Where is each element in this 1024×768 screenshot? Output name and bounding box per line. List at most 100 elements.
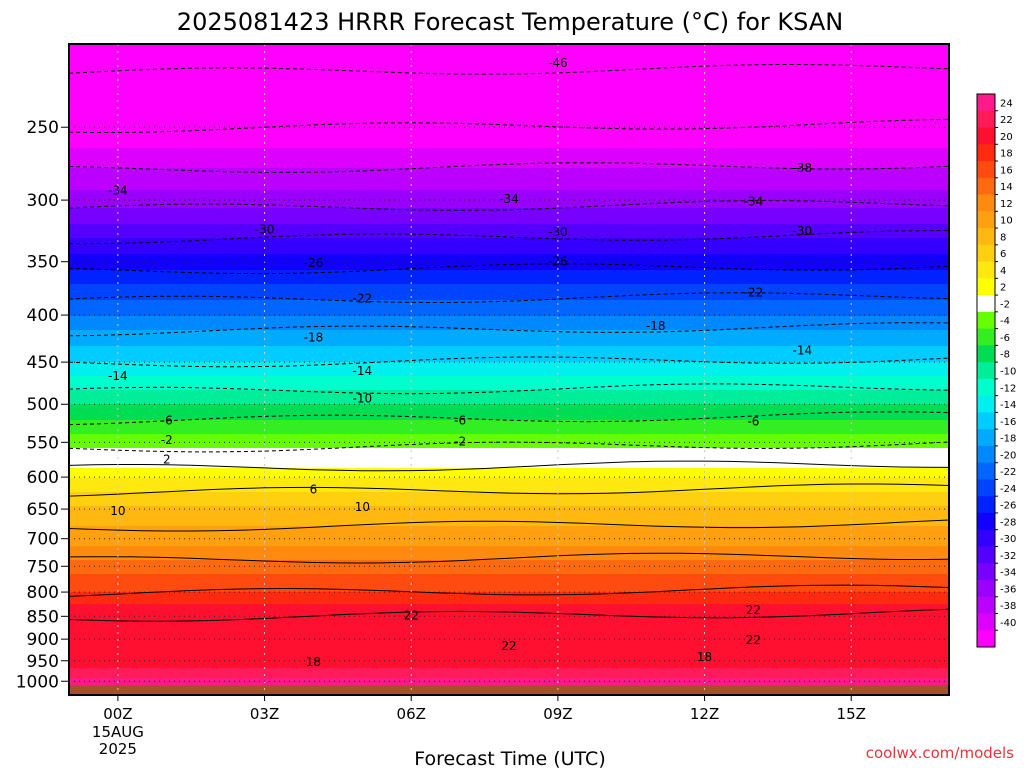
contour-label: -14 [793, 343, 813, 357]
colorbar-swatch [977, 177, 995, 196]
terrain [69, 685, 949, 695]
y-tick-label: 850 [27, 607, 59, 627]
colorbar-swatch [977, 395, 995, 413]
x-tick-label: 15Z [837, 705, 866, 723]
contour-label: 22 [746, 603, 761, 617]
colorbar-label: 8 [1000, 232, 1006, 243]
contour-label: -38 [793, 161, 813, 175]
contour-label: -6 [747, 414, 759, 428]
colorbar-swatch [977, 161, 995, 179]
contour-label: -30 [793, 224, 813, 238]
y-tick-label: 950 [27, 652, 59, 672]
colorbar-label: -2 [1000, 299, 1010, 310]
colorbar-swatch [977, 311, 995, 330]
contour-label: 22 [501, 639, 516, 653]
y-tick-label: 350 [27, 253, 59, 273]
contour-label: -14 [108, 369, 128, 383]
y-tick-label: 650 [27, 500, 59, 520]
colorbar-label: -8 [1000, 350, 1010, 361]
y-tick-label: 300 [27, 191, 59, 211]
colorbar-swatch [977, 412, 995, 430]
x-axis-label: Forecast Time (UTC) [414, 748, 605, 768]
contour-label: 6 [310, 483, 318, 497]
colorbar-label: 22 [1000, 115, 1013, 126]
colorbar-swatch [977, 295, 995, 313]
colorbar-swatch [977, 512, 995, 531]
plot-frame [68, 43, 950, 696]
gridlines [68, 43, 950, 696]
colorbar-swatch [977, 94, 995, 112]
colorbar-label: 18 [1000, 149, 1013, 160]
contour-label: -6 [454, 414, 466, 428]
colorbar-label: -6 [1000, 333, 1010, 344]
contour-label: -30 [255, 223, 275, 237]
colorbar-label: 10 [1000, 216, 1013, 227]
colorbar: 24 22 20 18 16 14 12 10 8 6 4 2 -2 -4 -6 -8 -10 -12 -14 -16… [976, 93, 1016, 648]
colorbar-label: 14 [1000, 182, 1013, 193]
colorbar-swatch [977, 211, 995, 229]
colorbar-frame [976, 93, 996, 648]
colorbar-label: -28 [1000, 517, 1016, 528]
colorbar-label: -18 [1000, 434, 1016, 445]
colorbar-label: 6 [1000, 249, 1006, 260]
chart-title: 2025081423 HRRR Forecast Temperature (°C… [177, 8, 843, 36]
colorbar-swatch [977, 328, 995, 346]
colorbar-label: -14 [1000, 400, 1016, 411]
x-tick-label: 06Z [397, 705, 426, 723]
colorbar-label: -12 [1000, 383, 1016, 394]
x-tick-label: 03Z [250, 705, 279, 723]
colorbar-label: 16 [1000, 165, 1013, 176]
contour-label: 2 [163, 452, 171, 466]
contour-label: -30 [548, 225, 568, 239]
y-tick-label: 600 [27, 468, 59, 488]
colorbar-label: -38 [1000, 601, 1016, 612]
contour-line [68, 460, 950, 472]
contour-label: -26 [304, 256, 324, 270]
contour-labels: -46-38-34-34 -34-30 -30 -30-26 -26-22 -22-18-… [108, 56, 812, 669]
colorbar-swatch [977, 429, 995, 447]
colorbar-swatch [977, 563, 995, 581]
y-tick-label: 400 [27, 306, 59, 326]
colorbar-swatch [977, 445, 995, 464]
contour-label: -18 [304, 330, 324, 344]
colorbar-swatch [977, 110, 995, 129]
x-tick-label: 00Z [103, 705, 132, 723]
colorbar-swatch [977, 613, 995, 631]
colorbar-swatch [977, 596, 995, 614]
colorbar-swatch [977, 127, 995, 145]
colorbar-swatch [977, 546, 995, 564]
contour-label: -22 [744, 285, 764, 299]
x-tick-sublabel: 15AUG [92, 723, 144, 741]
colorbar-swatch [977, 194, 995, 212]
colorbar-swatch [977, 278, 995, 296]
contour-label: -34 [108, 184, 128, 198]
colorbar-label: -20 [1000, 450, 1016, 461]
colorbar-label: -30 [1000, 534, 1016, 545]
contour-label: -46 [548, 56, 568, 70]
contour-label: 18 [306, 655, 321, 669]
y-tick-label: 700 [27, 530, 59, 550]
contour-label: -22 [353, 292, 373, 306]
contour-label: -6 [161, 414, 173, 428]
colorbar-swatch [977, 345, 995, 363]
colorbar-label: -22 [1000, 467, 1016, 478]
contour-line [68, 519, 950, 532]
contour-line [68, 552, 950, 564]
y-tick-label: 750 [27, 557, 59, 577]
colorbar-swatch [977, 496, 995, 514]
contour-label: -18 [646, 319, 666, 333]
colorbar-label: -34 [1000, 568, 1016, 579]
contour-label: 10 [355, 500, 370, 514]
contour-label: -26 [548, 255, 568, 269]
colorbar-label: -36 [1000, 584, 1016, 595]
contour-label: -2 [161, 433, 173, 447]
colorbar-label: -32 [1000, 551, 1016, 562]
contour-lines [68, 64, 950, 622]
colorbar-swatch [977, 479, 995, 497]
y-tick-label: 550 [27, 433, 59, 453]
colorbar-label: -40 [1000, 618, 1016, 629]
colorbar-swatch [977, 630, 995, 648]
y-tick-label: 450 [27, 353, 59, 373]
y-tick-label: 900 [27, 630, 59, 650]
